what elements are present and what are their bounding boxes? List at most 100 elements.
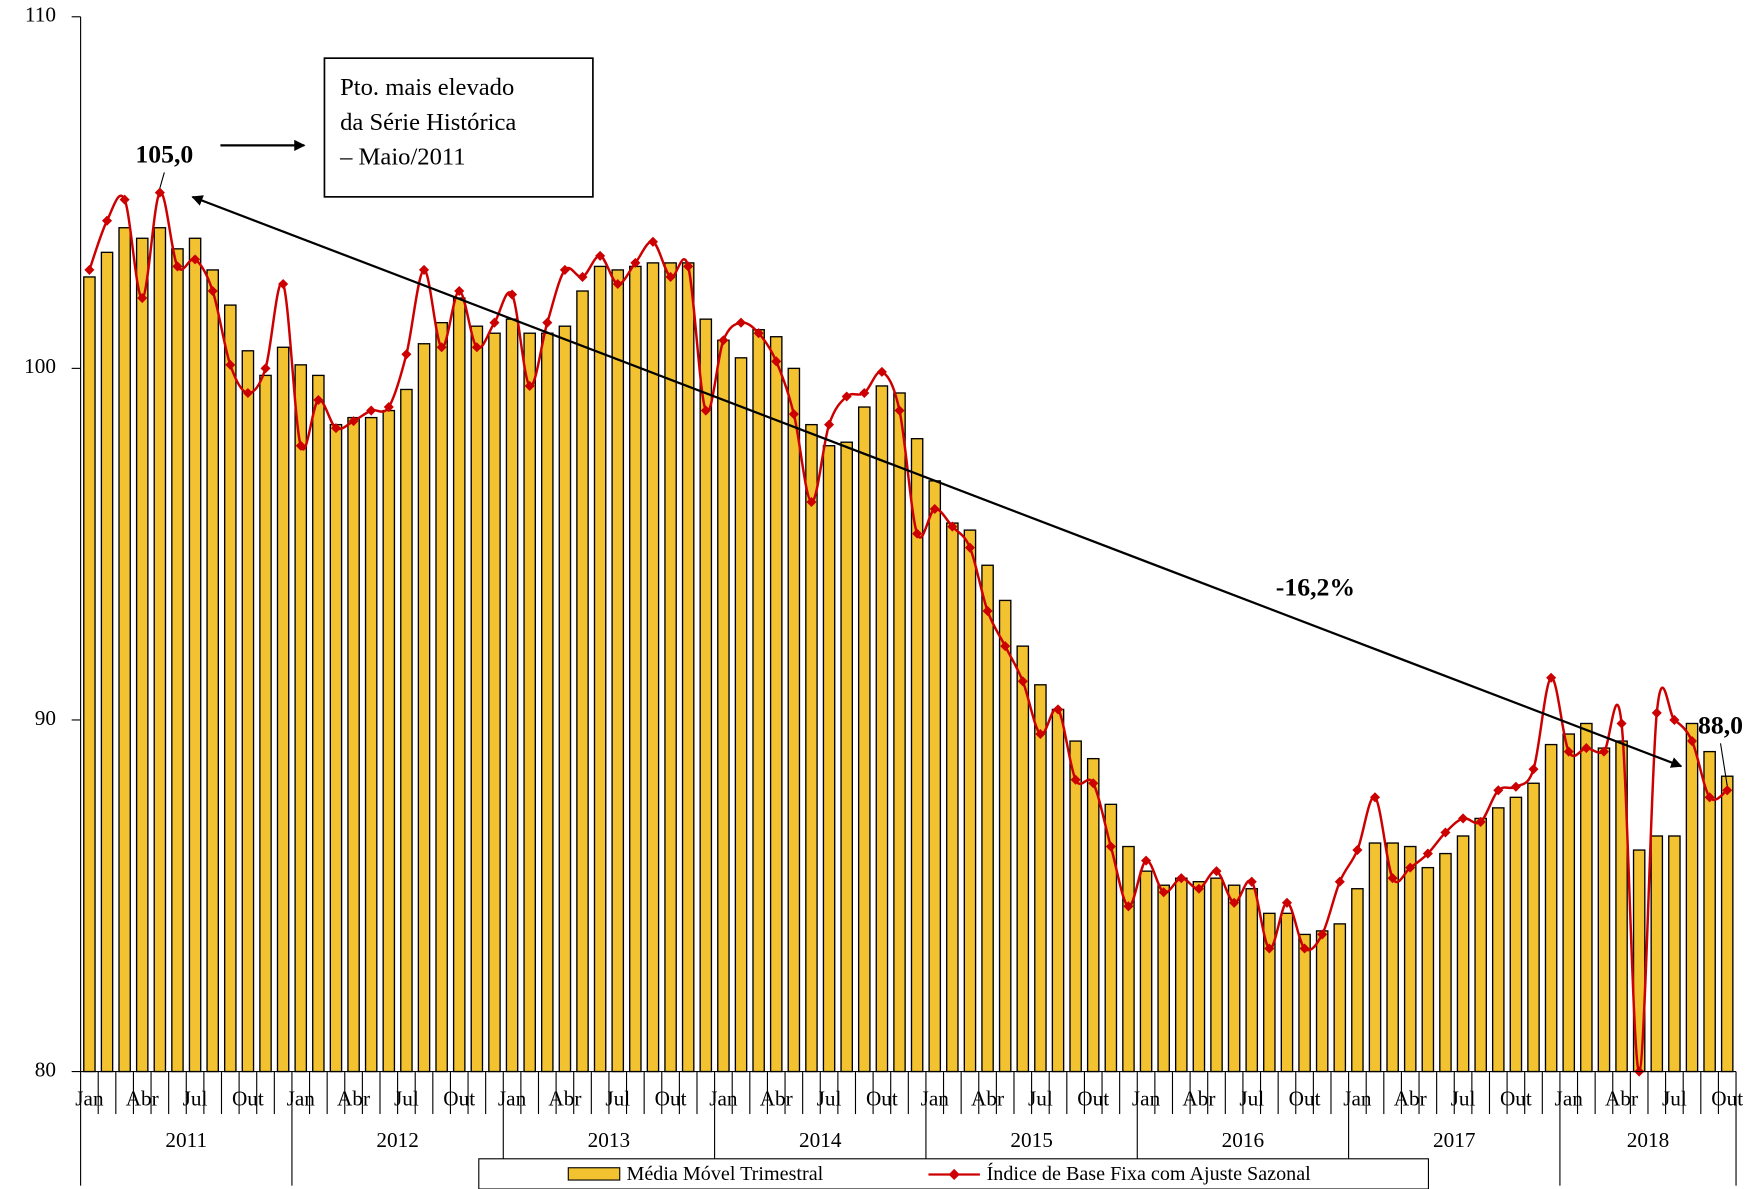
year-label: 2013 (588, 1128, 631, 1152)
annotation-box (323, 57, 594, 198)
bar (329, 423, 343, 1073)
x-tick-label: Abr (1605, 1087, 1638, 1111)
y-tick-label: 110 (25, 3, 56, 27)
annotation-text: – Maio/2011 (339, 143, 465, 170)
x-tick-label: Out (443, 1087, 475, 1111)
line-marker (137, 293, 148, 304)
x-tick-label: Abr (337, 1087, 370, 1111)
line-marker (1105, 841, 1116, 852)
bar (153, 227, 167, 1073)
line-marker (735, 317, 747, 328)
line-marker (1281, 897, 1292, 908)
bar (223, 304, 237, 1073)
line-marker (401, 349, 412, 360)
bar (1122, 845, 1135, 1073)
bar (1351, 888, 1364, 1073)
bar (593, 265, 607, 1073)
bar (1509, 796, 1523, 1073)
x-tick-label: Out (1711, 1087, 1743, 1111)
line-marker (1686, 736, 1698, 747)
bar (875, 385, 889, 1073)
bar (312, 374, 325, 1073)
x-tick-label: Jan (498, 1087, 527, 1111)
bar (241, 350, 255, 1073)
bar (1245, 888, 1259, 1073)
line-marker (1651, 707, 1662, 718)
x-tick-label: Jan (709, 1087, 738, 1111)
axes: 80 90 100 110 Jan Abr Jul Out Jan Abr Jul Out Jan Abr… (24, 3, 1743, 1186)
bar (118, 227, 131, 1073)
bar (435, 321, 448, 1073)
year-label: 2017 (1433, 1128, 1476, 1152)
line-marker (84, 264, 95, 275)
bar (963, 529, 977, 1073)
x-tick-label: Jul (817, 1087, 842, 1111)
line-marker (172, 261, 183, 272)
bar (1439, 852, 1452, 1073)
line-marker (1352, 845, 1363, 856)
bar (1315, 930, 1329, 1073)
x-tick-label: Jan (921, 1087, 950, 1111)
x-tick-label: Jul (394, 1087, 419, 1111)
data-label: 88,0 (1698, 711, 1743, 740)
bar (100, 251, 114, 1073)
trend-arrow (191, 195, 1683, 768)
bar (998, 599, 1012, 1073)
line-marker (824, 419, 835, 430)
bar (822, 445, 836, 1073)
line-marker (101, 215, 113, 226)
bar (1174, 877, 1188, 1073)
bar (1491, 807, 1505, 1073)
x-tick-label: Jan (75, 1087, 104, 1111)
legend-swatch (567, 1167, 621, 1181)
bar (505, 318, 519, 1073)
x-tick-label: Out (232, 1087, 264, 1111)
bar (206, 269, 219, 1073)
bar (1280, 912, 1294, 1073)
line-marker (1317, 929, 1328, 940)
trend-label: -16,2% (1276, 572, 1355, 601)
bar (276, 346, 290, 1073)
line-marker (1246, 876, 1257, 887)
x-tick-label: Jan (1555, 1087, 1584, 1111)
line-marker (1722, 785, 1733, 796)
line-marker (1299, 943, 1310, 954)
bar (893, 392, 906, 1073)
annotations: Pto. mais elevado da Série Histórica – M… (135, 57, 1743, 786)
bar (1192, 881, 1206, 1073)
bar (382, 409, 396, 1073)
bar (664, 262, 677, 1073)
bar (857, 406, 871, 1073)
x-tick-label: Abr (971, 1087, 1004, 1111)
bar (699, 318, 713, 1073)
bar (470, 325, 484, 1073)
bar (1157, 884, 1170, 1073)
year-label: 2018 (1627, 1128, 1670, 1152)
bar (364, 416, 378, 1073)
bar (840, 441, 853, 1073)
line-marker (1176, 873, 1187, 884)
bar (294, 364, 308, 1073)
x-tick-label: Jan (1343, 1087, 1372, 1111)
x-tick-label: Out (1077, 1087, 1109, 1111)
line-marker (1088, 778, 1099, 789)
bar (171, 248, 184, 1073)
bar (576, 290, 589, 1073)
y-tick-label: 100 (24, 354, 56, 378)
bar (1210, 877, 1223, 1073)
bar (400, 388, 413, 1073)
x-tick-label: Abr (1394, 1087, 1427, 1111)
line-marker (1475, 816, 1486, 827)
bar (1544, 743, 1558, 1073)
x-tick-label: Jul (1239, 1087, 1264, 1111)
bar (981, 564, 994, 1073)
line-marker (1704, 792, 1715, 803)
line-marker (1458, 813, 1469, 824)
legend: Média Móvel Trimestral Índice de Base Fix… (478, 1158, 1429, 1189)
line-marker (542, 317, 553, 328)
line-marker (1616, 718, 1627, 729)
bar (523, 332, 536, 1073)
bar (1086, 757, 1100, 1073)
line-marker (1193, 883, 1204, 894)
